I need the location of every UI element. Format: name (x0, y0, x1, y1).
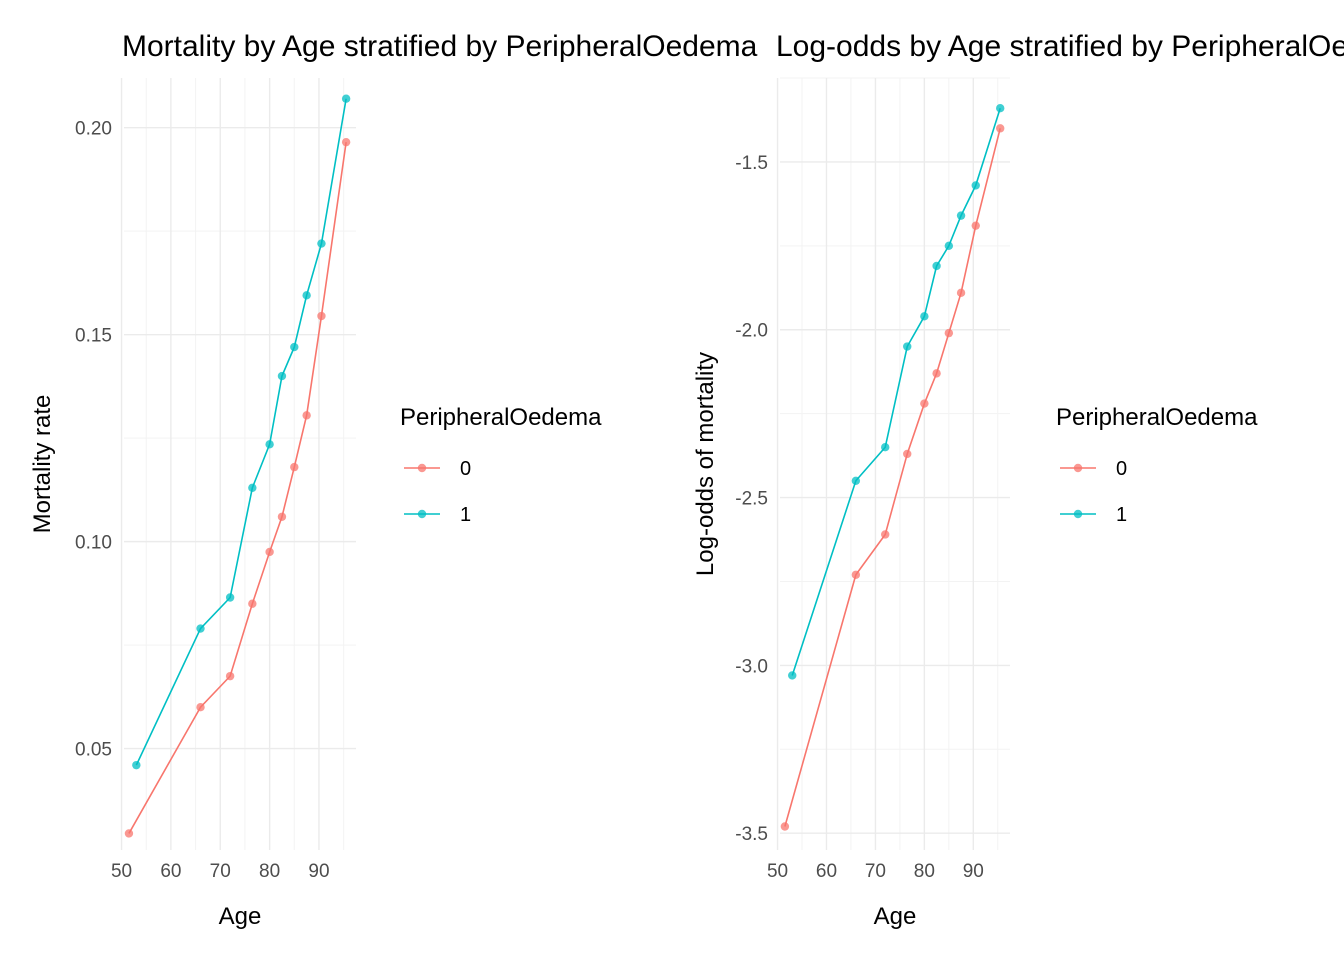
series-0-point (996, 124, 1005, 133)
series-0-point (196, 702, 205, 712)
series-1-point (932, 261, 941, 271)
legend-label: 0 (460, 458, 471, 480)
series-1-point (851, 476, 861, 485)
x-tick-label: 90 (308, 861, 329, 882)
series-1-point (788, 671, 797, 680)
series-0-point (932, 369, 941, 378)
series-1-point (341, 94, 351, 103)
legend-key-point (417, 509, 427, 519)
series-0-point (290, 462, 299, 472)
legend-title: PeripheralOedema (400, 404, 602, 431)
series-1-point (944, 241, 954, 251)
legend-title: PeripheralOedema (1056, 404, 1258, 431)
y-axis-title: Mortality rate (29, 395, 56, 534)
chart-title: Log-odds by Age stratified by Peripheral… (776, 30, 1344, 63)
series-0-point (317, 311, 326, 321)
log-odds-chart: 50 60 70 80 90 -3.5 -3.0 -2.5 -2.0 -1.5 Log-odds b… (692, 30, 1344, 930)
legend-key-point (417, 463, 427, 473)
series-0-point (971, 221, 980, 230)
y-axis-title: Log-odds of mortality (692, 352, 719, 576)
y-tick-label: -3.0 (735, 656, 768, 677)
y-tick-label: 0.05 (75, 740, 112, 761)
x-tick-label: 70 (865, 861, 886, 882)
y-tick-label: 0.20 (75, 119, 112, 140)
chart-title: Mortality by Age stratified by Periphera… (122, 30, 758, 63)
series-1-point (881, 443, 890, 452)
series-0-point (881, 530, 890, 539)
series-1-point (903, 342, 912, 351)
legend-key-point (1073, 463, 1083, 473)
series-1-point (996, 104, 1005, 113)
series-0-point (956, 288, 966, 298)
series-1-point (196, 624, 205, 633)
series-0-point (225, 671, 235, 681)
series-0-point (302, 411, 311, 420)
series-0-line (784, 128, 1001, 827)
x-tick-label: 60 (160, 861, 181, 882)
series-0-point (944, 328, 954, 338)
legend-label: 1 (1116, 504, 1127, 526)
series-0-point (277, 512, 287, 521)
series-1-point (317, 239, 326, 248)
series-0-line (128, 142, 347, 834)
series-0-point (124, 829, 134, 838)
series-0-point (920, 399, 929, 408)
x-tick-label: 80 (914, 861, 935, 882)
series-1-point (971, 181, 980, 190)
x-tick-label: 50 (111, 861, 132, 882)
legend-label: 1 (460, 504, 471, 526)
series-1-point (956, 211, 966, 220)
series-1-point (277, 371, 287, 381)
y-tick-label: 0.15 (75, 326, 112, 347)
series-1-line (791, 107, 1001, 676)
series-1-point (290, 342, 299, 352)
mortality-rate-chart: 50 60 70 80 90 0.05 0.10 0.15 0.20 Mortality by A… (29, 30, 758, 930)
series-1-line (135, 98, 347, 766)
y-tick-label: -3.5 (735, 824, 768, 845)
series-1-point (225, 593, 235, 602)
y-tick-label: 0.10 (75, 533, 112, 554)
y-tick-label: -2.0 (735, 321, 768, 342)
legend-key-point (1073, 509, 1083, 519)
series-0-point (341, 137, 351, 147)
x-tick-label: 70 (210, 861, 231, 882)
series-0-point (265, 547, 274, 557)
series-1-point (265, 440, 274, 449)
series-1-point (248, 483, 257, 493)
series-1-point (920, 312, 929, 321)
y-tick-label: -2.5 (735, 489, 768, 510)
x-tick-label: 60 (816, 861, 837, 882)
x-axis-title: Age (219, 903, 262, 930)
series-0-point (903, 449, 912, 459)
legend-label: 0 (1116, 458, 1127, 480)
x-tick-label: 90 (963, 861, 984, 882)
y-tick-label: -1.5 (735, 153, 768, 174)
series-1-point (132, 760, 141, 770)
series-0-point (780, 822, 790, 831)
x-axis-title: Age (874, 903, 917, 930)
series-0-point (248, 599, 257, 608)
x-tick-label: 80 (259, 861, 280, 882)
series-1-point (302, 291, 311, 300)
series-0-point (851, 570, 861, 579)
x-tick-label: 50 (767, 861, 788, 882)
